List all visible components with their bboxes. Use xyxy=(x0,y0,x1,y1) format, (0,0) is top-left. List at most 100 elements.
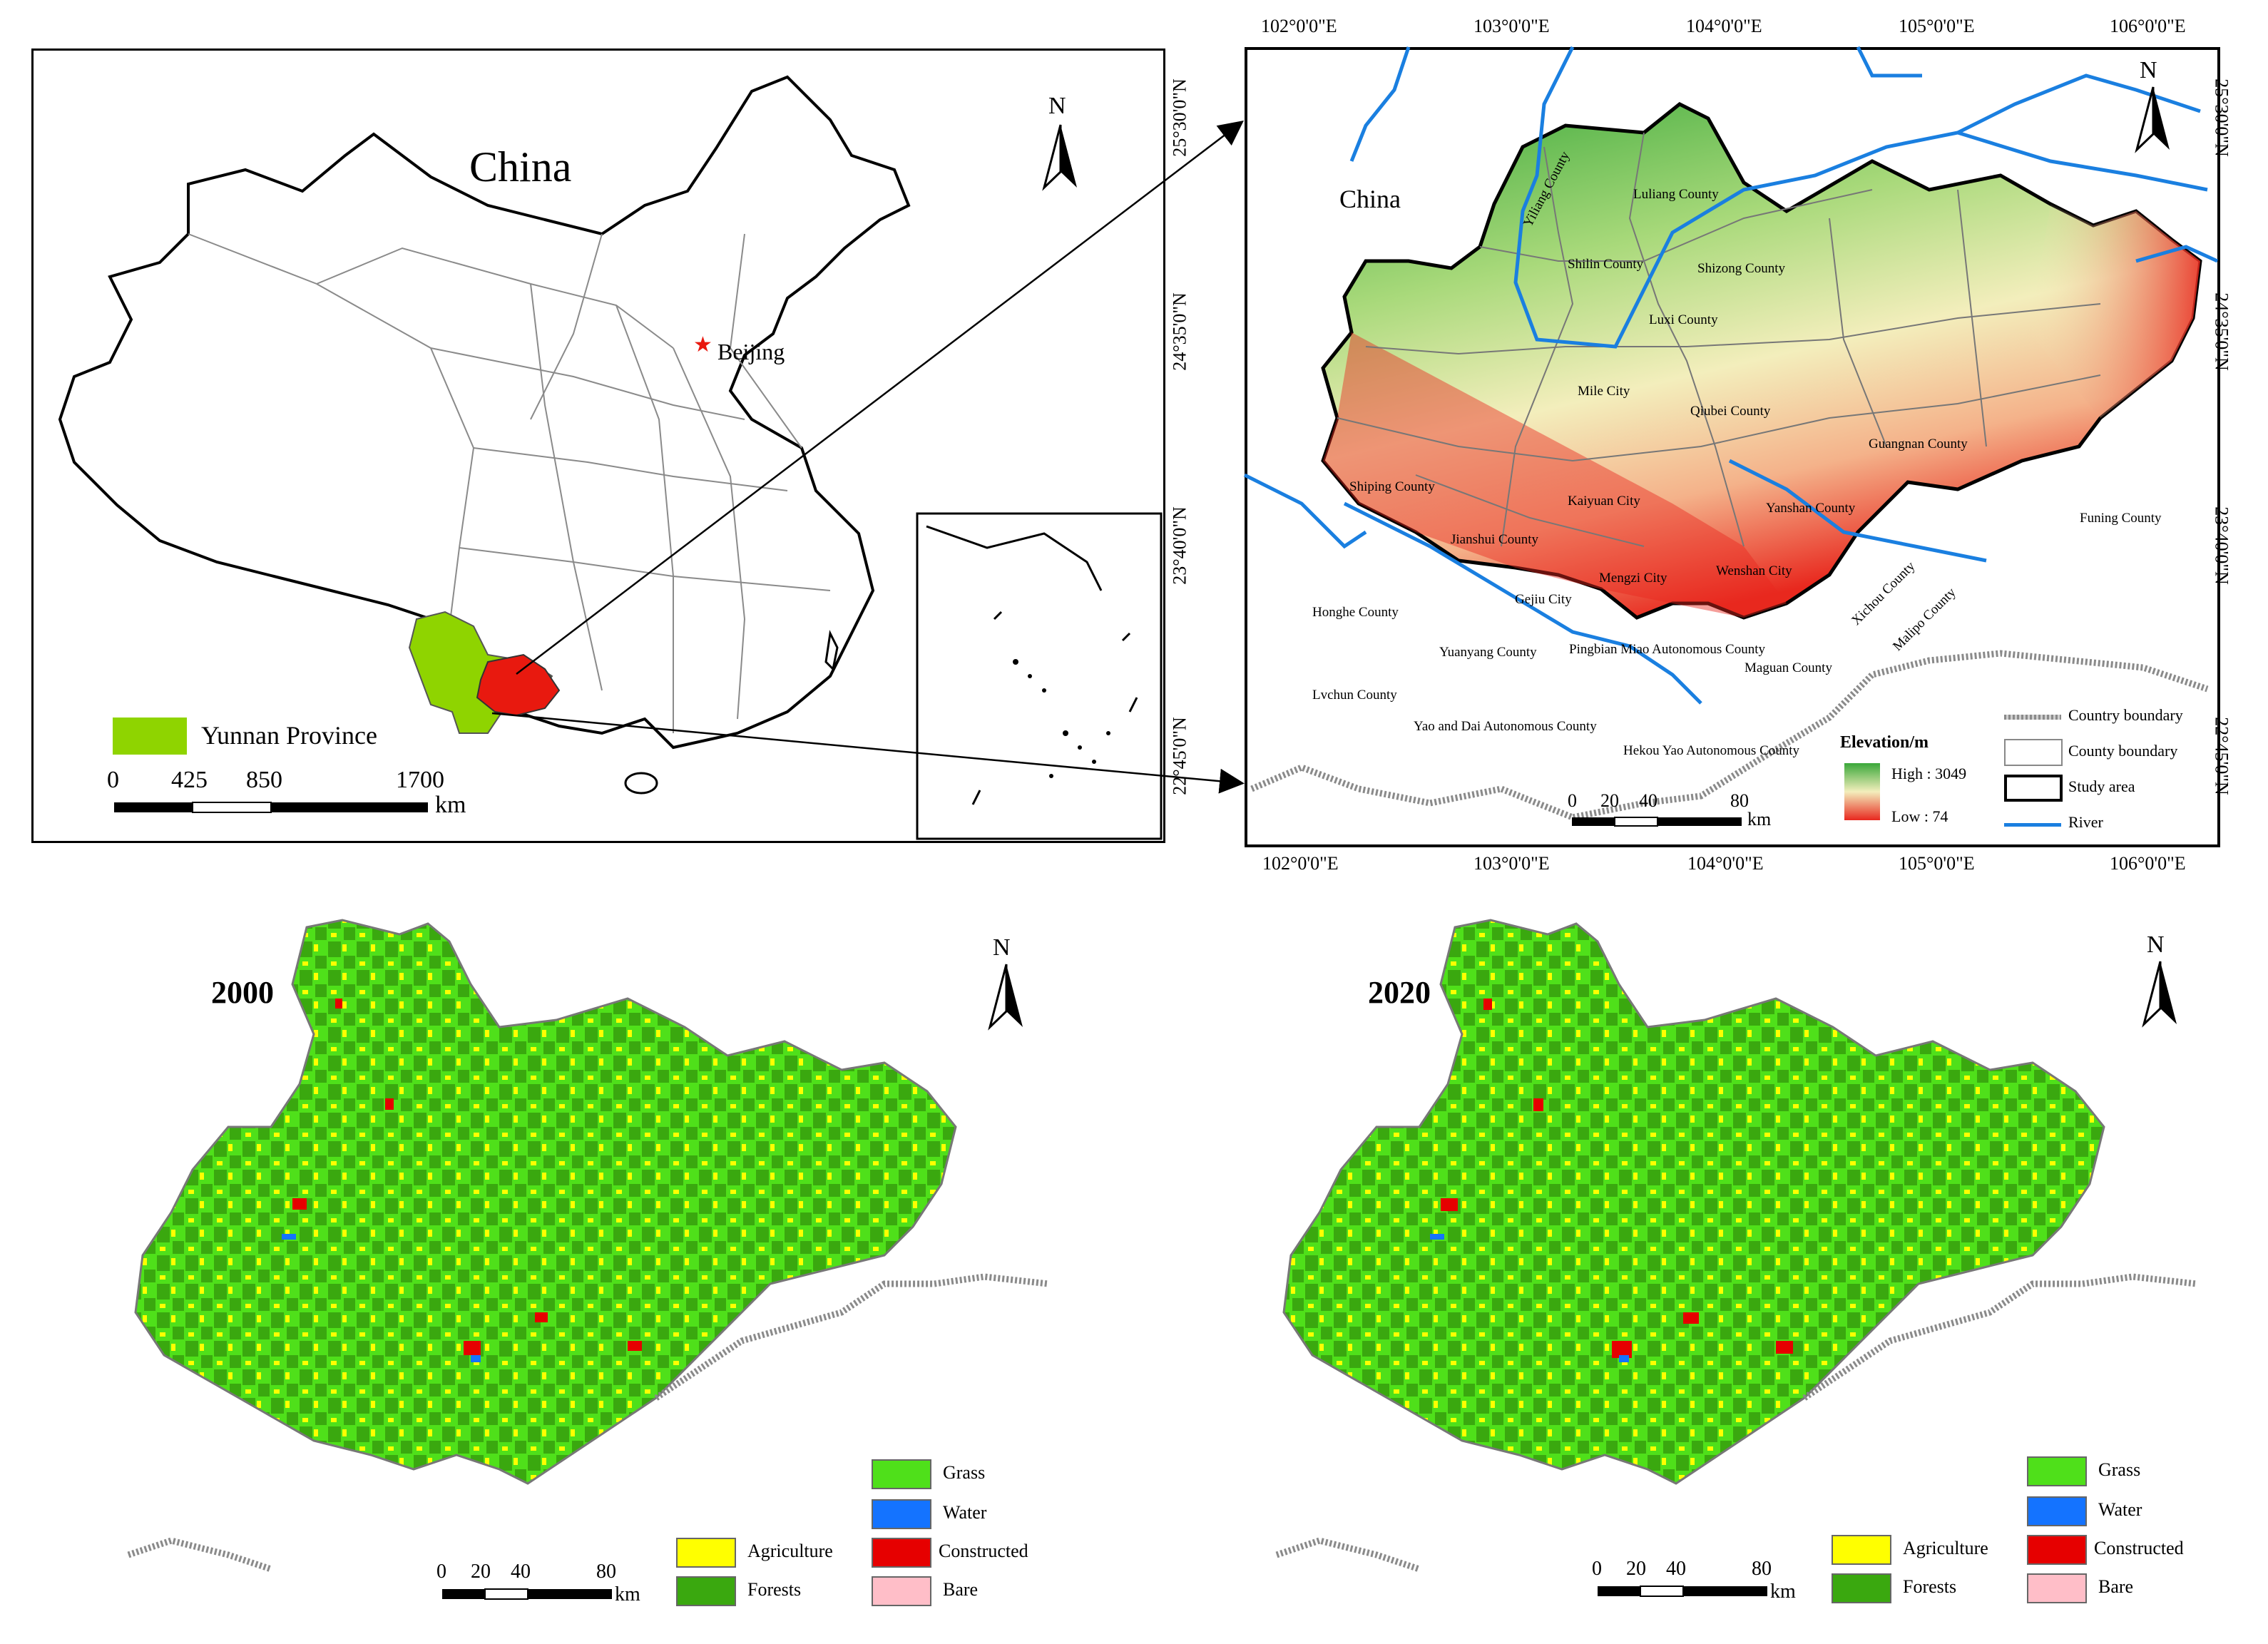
county-luxi: Luxi County xyxy=(1649,312,1718,327)
county-maguan: Maguan County xyxy=(1745,660,1832,675)
elevation-high: High : 3049 xyxy=(1891,765,1967,782)
scale-2020-tick-40: 40 xyxy=(1666,1558,1686,1580)
beijing-label: Beijing xyxy=(717,339,785,364)
landuse-map-2000 xyxy=(127,919,1049,1573)
legend-swatch-bare-2020 xyxy=(2027,1573,2087,1603)
legend-agriculture-2020: Agriculture xyxy=(1903,1538,1988,1558)
china-outline: ★ xyxy=(58,75,1163,840)
county-gejiu: Gejiu City xyxy=(1515,592,1572,607)
county-funing: Funing County xyxy=(2080,511,2162,526)
year-label-2000: 2000 xyxy=(211,975,274,1010)
lon-tick-bottom-106: 106°0'0"E xyxy=(2110,853,2186,874)
legend-water-2000: Water xyxy=(943,1502,987,1523)
legend-study-area: Study area xyxy=(2068,777,2135,795)
north-label-2020: N xyxy=(2147,931,2165,958)
legend-country-boundary: Country boundary xyxy=(2068,706,2183,724)
legend-water-2020: Water xyxy=(2098,1499,2142,1520)
scale-unit: km xyxy=(435,792,466,818)
lon-tick-bottom-104: 104°0'0"E xyxy=(1687,853,1764,874)
scale-bar-2020 xyxy=(1598,1586,1767,1597)
legend-swatch-agriculture-2020 xyxy=(1832,1535,1891,1565)
scale-tick-850: 850 xyxy=(246,767,282,793)
scale-2000-tick-80: 80 xyxy=(596,1561,616,1583)
scale-b-tick-0: 0 xyxy=(1568,790,1577,811)
scale-b-tick-80: 80 xyxy=(1730,790,1749,811)
scale-2020-tick-20: 20 xyxy=(1626,1558,1646,1580)
lon-tick-top-106: 106°0'0"E xyxy=(2110,16,2186,36)
legend-swatch-forests-2020 xyxy=(1832,1573,1891,1603)
country-boundary-swatch xyxy=(2004,715,2061,720)
north-arrow-icon xyxy=(2135,86,2170,153)
study-area-swatch xyxy=(2004,775,2063,802)
scale-bar-2000 xyxy=(442,1588,612,1600)
lon-tick-top-103: 103°0'0"E xyxy=(1473,16,1550,36)
scale-tick-0: 0 xyxy=(107,767,119,793)
county-yao-dai: Yao and Dai Autonomous County xyxy=(1414,719,1597,734)
scale-2020-unit: km xyxy=(1770,1581,1796,1603)
scale-2000-unit: km xyxy=(615,1583,640,1605)
scale-2000-tick-20: 20 xyxy=(471,1561,491,1583)
scale-b-unit: km xyxy=(1747,809,1772,829)
yunnan-legend-swatch xyxy=(113,718,187,755)
lon-tick-bottom-105: 105°0'0"E xyxy=(1899,853,1975,874)
legend-swatch-forests-2000 xyxy=(676,1576,736,1606)
county-yanshan: Yanshan County xyxy=(1766,501,1856,516)
yunnan-legend-label: Yunnan Province xyxy=(201,721,377,750)
elevation-map xyxy=(1243,46,2219,821)
north-label-2000: N xyxy=(993,934,1011,961)
county-hekou: Hekou Yao Autonomous County xyxy=(1623,743,1800,758)
scale-b-tick-40: 40 xyxy=(1639,790,1657,811)
county-honghe: Honghe County xyxy=(1312,605,1399,620)
china-label-b: China xyxy=(1339,185,1401,213)
lon-tick-bottom-103: 103°0'0"E xyxy=(1473,853,1550,874)
lat-tick-left-2245: 22°45'0"N xyxy=(1169,717,1190,795)
landuse-map-2020 xyxy=(1275,919,2197,1573)
legend-swatch-grass-2000 xyxy=(872,1459,931,1489)
county-lvchun: Lvchun County xyxy=(1312,688,1397,703)
beijing-star-icon: ★ xyxy=(693,332,712,357)
legend-bare-2000: Bare xyxy=(943,1579,979,1600)
county-kaiyuan: Kaiyuan City xyxy=(1568,494,1640,509)
county-shiping: Shiping County xyxy=(1349,479,1435,494)
legend-river: River xyxy=(2068,813,2103,831)
legend-swatch-constructed-2020 xyxy=(2027,1535,2087,1565)
county-shilin: Shilin County xyxy=(1568,257,1644,272)
legend-swatch-water-2000 xyxy=(872,1499,931,1529)
legend-constructed-2000: Constructed xyxy=(939,1541,1028,1561)
legend-swatch-water-2020 xyxy=(2027,1496,2087,1526)
north-label-b: N xyxy=(2140,57,2157,83)
county-mengzi: Mengzi City xyxy=(1599,571,1667,586)
legend-swatch-constructed-2000 xyxy=(872,1538,931,1568)
legend-bare-2020: Bare xyxy=(2098,1576,2134,1597)
county-yuanyang: Yuanyang County xyxy=(1439,645,1537,660)
river-swatch xyxy=(2004,823,2061,827)
scale-b-tick-20: 20 xyxy=(1600,790,1619,811)
north-arrow-icon xyxy=(2142,961,2177,1028)
county-jianshui: Jianshui County xyxy=(1451,532,1538,547)
scale-2020-tick-80: 80 xyxy=(1752,1558,1772,1580)
county-wenshan: Wenshan City xyxy=(1716,563,1792,578)
lon-tick-top-105: 105°0'0"E xyxy=(1899,16,1975,36)
county-luliang: Luliang County xyxy=(1633,187,1719,202)
scale-tick-425: 425 xyxy=(171,767,208,793)
year-label-2020: 2020 xyxy=(1368,975,1431,1010)
elevation-legend-ramp xyxy=(1844,763,1880,820)
legend-swatch-agriculture-2000 xyxy=(676,1538,736,1568)
county-boundary-swatch xyxy=(2004,739,2063,766)
lat-tick-left-2340: 23°40'0"N xyxy=(1169,506,1190,585)
lon-tick-top-102: 102°0'0"E xyxy=(1261,16,1337,36)
north-arrow-icon xyxy=(1042,124,1077,191)
scale-bar xyxy=(114,802,428,813)
lat-tick-left-2435: 24°35'0"N xyxy=(1169,292,1190,371)
elevation-legend-title: Elevation/m xyxy=(1840,733,1929,752)
county-mile: Mile City xyxy=(1578,384,1630,399)
county-pingbian: Pingbian Miao Autonomous County xyxy=(1569,642,1765,657)
legend-forests-2000: Forests xyxy=(747,1579,802,1600)
north-arrow-icon xyxy=(988,964,1023,1031)
lat-tick-left-2530: 25°30'0"N xyxy=(1169,78,1190,157)
north-label: N xyxy=(1048,93,1066,119)
scale-tick-1700: 1700 xyxy=(396,767,444,793)
elevation-low: Low : 74 xyxy=(1891,807,1948,825)
china-label: China xyxy=(469,143,572,190)
